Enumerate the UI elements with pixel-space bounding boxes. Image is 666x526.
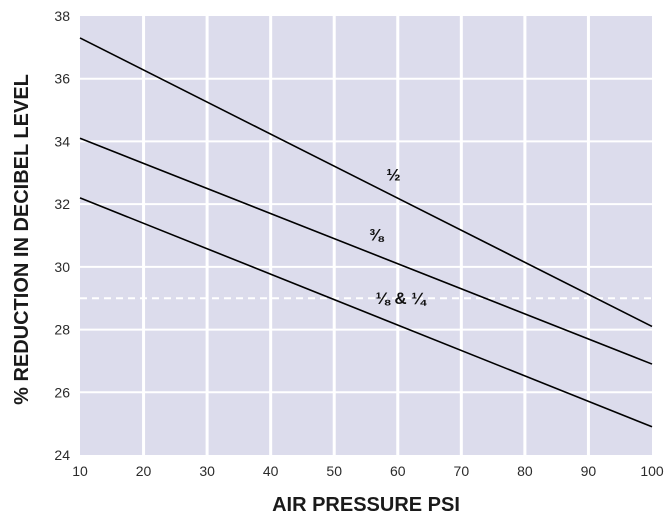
- vertical-gridlines: [142, 16, 590, 455]
- x-tick-label: 50: [326, 463, 342, 479]
- y-axis-tick-labels: 24 26 28 30 32 34 36 38: [54, 8, 70, 463]
- y-tick-label: 38: [54, 8, 70, 24]
- x-tick-label: 60: [390, 463, 406, 479]
- y-tick-label: 30: [54, 259, 70, 275]
- x-tick-label: 30: [199, 463, 215, 479]
- series-labels: ½ ⅜ ⅛ & ¼: [369, 165, 427, 308]
- y-tick-label: 36: [54, 71, 70, 87]
- series-label-3: ⅛ & ¼: [376, 289, 428, 308]
- x-tick-label: 10: [72, 463, 88, 479]
- series-line-1: [79, 37, 653, 328]
- x-tick-label: 90: [581, 463, 597, 479]
- y-tick-label: 24: [54, 447, 70, 463]
- x-axis-title: AIR PRESSURE PSI: [272, 494, 460, 516]
- series-line-2: [79, 137, 653, 365]
- series-line-3: [79, 197, 653, 428]
- y-tick-label: 28: [54, 322, 70, 338]
- y-axis-title: % REDUCTION IN DECIBEL LEVEL: [11, 74, 33, 405]
- x-tick-label: 20: [136, 463, 152, 479]
- x-axis-tick-labels: 10 20 30 40 50 60 70 80 90 100: [72, 463, 664, 479]
- series-label-2: ⅜: [369, 225, 385, 244]
- y-tick-label: 32: [54, 196, 70, 212]
- horizontal-gridlines: [80, 77, 652, 394]
- series-lines: [79, 37, 653, 428]
- x-tick-label: 100: [640, 463, 664, 479]
- series-label-1: ½: [386, 165, 400, 184]
- x-tick-label: 70: [454, 463, 470, 479]
- x-tick-label: 40: [263, 463, 279, 479]
- y-tick-label: 26: [54, 384, 70, 400]
- y-tick-label: 34: [54, 133, 70, 149]
- x-tick-label: 80: [517, 463, 533, 479]
